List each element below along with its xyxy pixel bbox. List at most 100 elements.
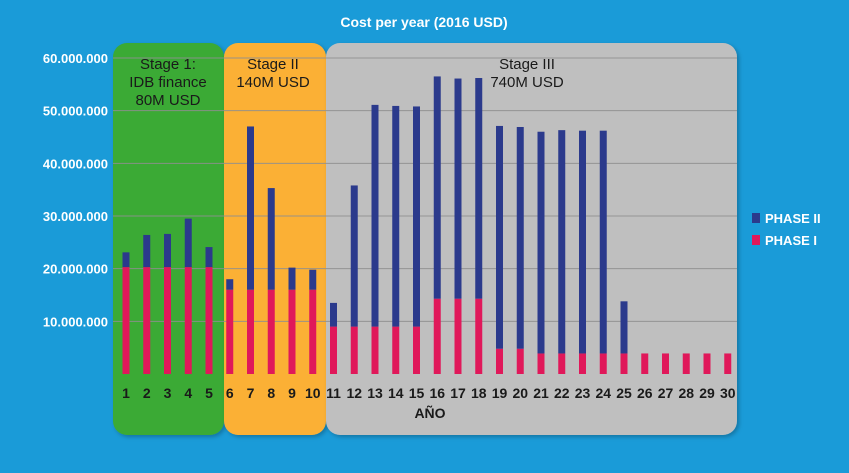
bar-phase-ii-year-2 [143, 234, 151, 268]
bar-phase-ii-year-14 [392, 105, 400, 327]
x-tick-label: 13 [367, 385, 383, 401]
x-tick-label: 25 [616, 385, 632, 401]
stage-2-label-line: Stage II [247, 56, 299, 73]
bar-phase-i-year-11 [330, 326, 337, 374]
bar-phase-ii-year-6 [226, 279, 234, 290]
bar-phase-i-year-29 [703, 353, 711, 374]
bar-phase-ii-year-4 [184, 218, 192, 268]
x-tick-label: 29 [699, 385, 715, 401]
bar-phase-i-year-19 [496, 348, 503, 374]
bar-phase-i-year-23 [579, 353, 586, 374]
bar-phase-ii-year-5 [205, 247, 213, 268]
bar-phase-i-year-12 [350, 326, 358, 374]
legend: PHASE II PHASE I [752, 211, 821, 248]
x-axis-ticks: 1 2 3 4 5 6 7 8 9 10 11 12 13 14 15 16 17 18 19 20 21 22 23 24 2… [122, 385, 736, 401]
stage-1-label-line: IDB finance [129, 74, 207, 91]
bar-phase-i-year-10 [309, 289, 317, 374]
stage-panel-2 [224, 43, 326, 435]
x-tick-label: 28 [678, 385, 694, 401]
x-tick-label: 10 [305, 385, 321, 401]
x-tick-label: 11 [326, 385, 341, 401]
bar-phase-ii-year-22 [558, 130, 566, 354]
x-tick-label: 23 [575, 385, 591, 401]
legend-label: PHASE II [765, 211, 821, 226]
y-tick-label: 30.000.000 [43, 209, 108, 224]
y-tick-label: 20.000.000 [43, 262, 108, 277]
bar-phase-i-year-13 [371, 326, 379, 374]
x-tick-label: 24 [595, 385, 611, 401]
bar-phase-i-year-17 [454, 298, 462, 374]
bar-phase-i-year-21 [537, 353, 545, 374]
stage-3-label-line: 740M USD [490, 74, 564, 91]
legend-swatch [752, 213, 760, 223]
bar-phase-i-year-3 [164, 267, 171, 374]
x-tick-label: 18 [471, 385, 487, 401]
bar-phase-ii-year-20 [516, 126, 524, 349]
stage-1-label-line: Stage 1: [140, 56, 196, 73]
bar-phase-i-year-28 [682, 353, 690, 374]
x-tick-label: 8 [267, 385, 275, 401]
x-tick-label: 4 [184, 385, 192, 401]
x-tick-label: 2 [143, 385, 151, 401]
x-tick-label: 30 [720, 385, 736, 401]
bar-phase-i-year-16 [433, 298, 441, 374]
bar-phase-i-year-30 [724, 353, 732, 374]
bar-phase-i-year-18 [475, 298, 483, 374]
y-tick-label: 60.000.000 [43, 51, 108, 66]
y-axis-ticks: 10.000.000 20.000.000 30.000.000 40.000.000… [43, 51, 108, 329]
bar-phase-i-year-15 [413, 326, 420, 374]
bar-phase-i-year-8 [267, 289, 275, 374]
bar-phase-i-year-26 [641, 353, 649, 374]
bar-phase-ii-year-17 [454, 78, 462, 299]
bar-phase-i-year-1 [122, 267, 130, 374]
bar-phase-i-year-22 [558, 353, 566, 374]
bar-phase-ii-year-7 [247, 126, 254, 290]
bar-phase-ii-year-19 [496, 125, 503, 349]
x-tick-label: 22 [554, 385, 570, 401]
bar-phase-i-year-20 [516, 348, 524, 374]
x-tick-label: 15 [409, 385, 425, 401]
y-tick-label: 10.000.000 [43, 314, 108, 329]
bars [122, 76, 732, 374]
bar-phase-ii-year-9 [288, 267, 296, 290]
x-tick-label: 9 [288, 385, 296, 401]
y-tick-label: 40.000.000 [43, 156, 108, 171]
bar-phase-ii-year-1 [122, 252, 130, 268]
bar-phase-i-year-27 [662, 353, 669, 374]
bar-phase-ii-year-3 [164, 233, 171, 268]
stage-1-label-line: 80M USD [135, 92, 200, 109]
legend-swatch [752, 235, 760, 245]
x-tick-label: 7 [247, 385, 255, 401]
x-tick-label: 21 [533, 385, 549, 401]
x-tick-label: 16 [429, 385, 445, 401]
bar-phase-i-year-14 [392, 326, 400, 374]
bar-phase-i-year-6 [226, 289, 234, 374]
x-tick-label: 14 [388, 385, 404, 401]
bar-phase-ii-year-24 [599, 130, 607, 354]
x-tick-label: 19 [492, 385, 508, 401]
bar-phase-ii-year-10 [309, 269, 317, 290]
x-tick-label: 27 [658, 385, 674, 401]
bar-phase-ii-year-21 [537, 131, 545, 354]
bar-phase-ii-year-25 [620, 301, 628, 354]
bar-phase-i-year-4 [184, 267, 192, 374]
bar-phase-i-year-9 [288, 289, 296, 374]
bar-phase-i-year-24 [599, 353, 607, 374]
legend-label: PHASE I [765, 233, 817, 248]
bar-phase-ii-year-15 [413, 106, 420, 327]
y-tick-label: 50.000.000 [43, 104, 108, 119]
gridlines [113, 57, 737, 322]
stage-3-label-line: Stage III [499, 56, 555, 73]
x-tick-label: 6 [226, 385, 234, 401]
x-tick-label: 17 [450, 385, 466, 401]
bar-phase-i-year-7 [247, 289, 254, 374]
bar-phase-i-year-5 [205, 267, 213, 374]
stage-2-label-line: 140M USD [236, 74, 310, 91]
bar-phase-ii-year-16 [433, 76, 441, 299]
bar-phase-i-year-25 [620, 353, 628, 374]
stage-panel-3 [326, 43, 737, 435]
bar-phase-ii-year-18 [475, 78, 483, 299]
bar-phase-ii-year-13 [371, 104, 379, 327]
bar-phase-i-year-2 [143, 267, 151, 374]
